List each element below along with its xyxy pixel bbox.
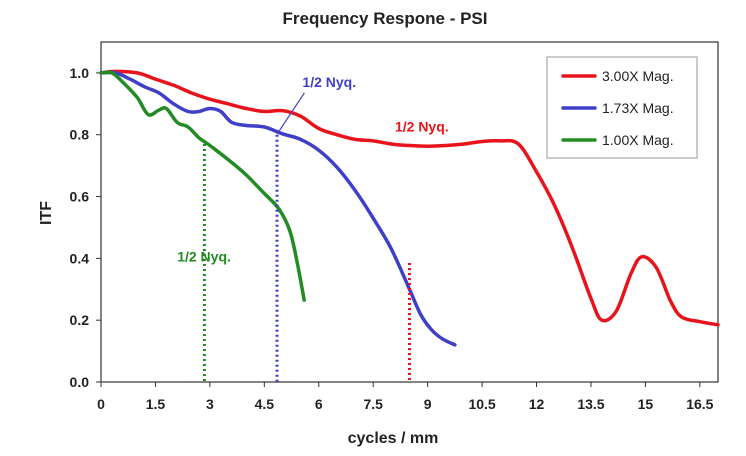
x-tick-label: 3 [206, 396, 214, 412]
x-tick-label: 1.5 [146, 396, 166, 412]
x-tick-label: 7.5 [363, 396, 383, 412]
nyquist-markers: 1/2 Nyq. 1/2 Nyq. 1/2 Nyq. [177, 74, 449, 382]
axis-ticks: 0 1.5 3 4.5 6 7.5 9 10.5 12 13.5 15 16.5 0.0 0.2 0.4 0.… [70, 65, 714, 412]
legend: 3.00X Mag. 1.73X Mag. 1.00X Mag. [546, 56, 698, 159]
x-tick-label: 15 [638, 396, 654, 412]
x-tick-label: 9 [424, 396, 432, 412]
series-line-1-00x-mag [99, 70, 306, 302]
y-tick-label: 0.6 [70, 189, 90, 205]
legend-entry-label: 1.73X Mag. [602, 100, 674, 116]
nyquist-label: 1/2 Nyq. [395, 119, 449, 135]
x-tick-label: 16.5 [686, 396, 713, 412]
x-tick-label: 0 [97, 396, 105, 412]
x-tick-label: 10.5 [468, 396, 495, 412]
y-tick-label: 0.0 [70, 374, 90, 390]
y-axis-label: ITF [38, 201, 55, 225]
y-tick-label: 1.0 [70, 65, 90, 81]
x-tick-label: 13.5 [577, 396, 604, 412]
x-tick-label: 6 [315, 396, 323, 412]
chart-title: Frequency Respone - PSI [283, 9, 488, 28]
y-tick-label: 0.2 [70, 312, 90, 328]
y-tick-label: 0.4 [70, 250, 90, 266]
nyquist-arrow [277, 92, 305, 134]
series-line-3-00x-mag [99, 69, 720, 327]
legend-entry-label: 3.00X Mag. [602, 68, 674, 84]
x-axis-label: cycles / mm [348, 430, 439, 447]
legend-entry-label: 1.00X Mag. [602, 132, 674, 148]
x-tick-label: 12 [529, 396, 545, 412]
y-tick-label: 0.8 [70, 127, 90, 143]
x-tick-label: 4.5 [255, 396, 275, 412]
nyquist-label: 1/2 Nyq. [177, 248, 231, 264]
nyquist-label: 1/2 Nyq. [302, 74, 356, 90]
